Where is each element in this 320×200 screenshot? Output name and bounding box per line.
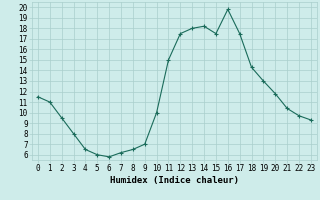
X-axis label: Humidex (Indice chaleur): Humidex (Indice chaleur)	[110, 176, 239, 185]
